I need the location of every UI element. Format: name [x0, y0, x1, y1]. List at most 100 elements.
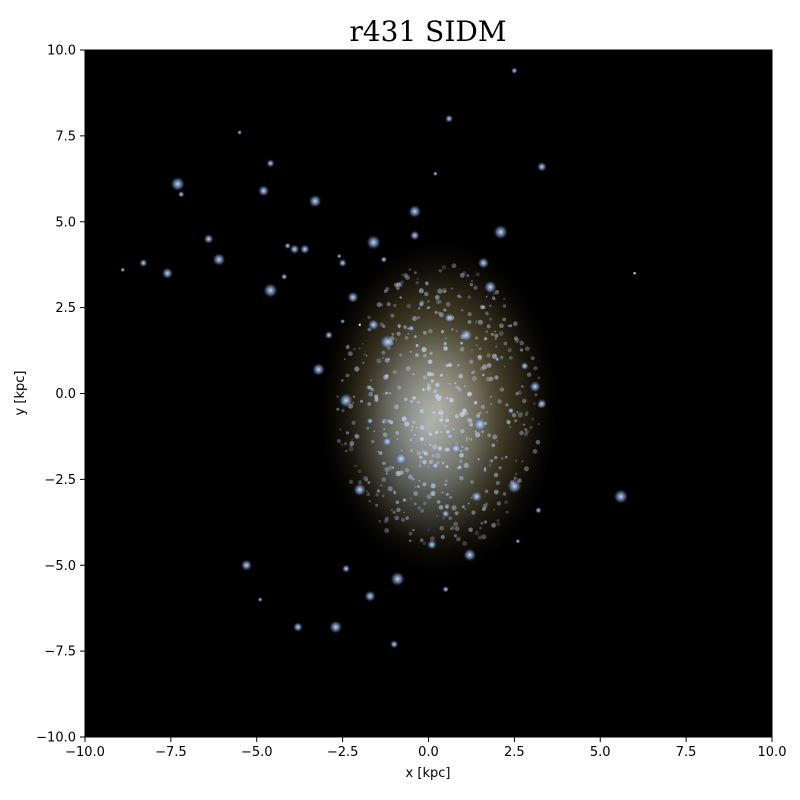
disk-speckle [465, 439, 468, 442]
disk-speckle [458, 373, 464, 379]
disk-speckle [424, 291, 429, 297]
disk-speckle [349, 441, 355, 446]
disk-speckle [444, 504, 450, 509]
x-tick-label: 10.0 [758, 745, 787, 760]
disk-speckle [507, 324, 510, 327]
disk-speckle [439, 418, 444, 422]
disk-speckle [404, 336, 409, 340]
disk-speckle [506, 419, 511, 424]
disk-speckle [388, 392, 392, 395]
disk-speckle [494, 456, 498, 460]
disk-speckle [396, 282, 401, 287]
disk-speckle [435, 431, 438, 434]
disk-speckle [538, 423, 540, 425]
disk-speckle [417, 485, 420, 488]
disk-speckle [422, 375, 427, 380]
disk-speckle [451, 263, 457, 269]
disk-speckle [427, 383, 431, 387]
disk-speckle [448, 363, 452, 367]
gas-clump [408, 324, 415, 332]
disk-speckle [368, 386, 372, 389]
chart-title: r431 SIDM [349, 15, 506, 48]
disk-speckle [483, 468, 487, 472]
disk-speckle [420, 509, 425, 513]
disk-speckle [429, 432, 432, 436]
disk-speckle [515, 459, 518, 462]
disk-speckle [427, 306, 431, 309]
disk-speckle [440, 535, 445, 539]
x-tick-label: −5.0 [241, 745, 273, 760]
gas-core [351, 311, 507, 543]
y-tick-label: −10.0 [36, 731, 76, 746]
gas-clump [366, 417, 374, 425]
y-tick-label: 7.5 [55, 129, 76, 144]
disk-speckle [416, 451, 422, 456]
disk-speckle [493, 292, 496, 296]
gas-clump [299, 244, 310, 255]
disk-speckle [367, 402, 372, 406]
disk-speckle [438, 311, 441, 315]
disk-speckle [502, 492, 507, 496]
disk-speckle [477, 355, 483, 361]
disk-speckle [449, 495, 453, 499]
disk-speckle [401, 273, 404, 276]
gas-clump [324, 331, 333, 340]
disk-speckle [480, 404, 485, 409]
disk-speckle [477, 319, 483, 325]
disk-speckle [521, 349, 524, 352]
gas-clump [353, 483, 367, 497]
disk-speckle [444, 448, 449, 452]
disk-speckle [483, 520, 488, 524]
disk-speckle [509, 356, 513, 360]
disk-speckle [474, 530, 480, 536]
disk-speckle [385, 472, 388, 475]
disk-speckle [354, 366, 360, 372]
gas-clump [520, 361, 529, 371]
gas-clump [212, 253, 226, 267]
disk-speckle [535, 439, 541, 445]
disk-speckle [488, 376, 494, 382]
disk-speckle [459, 476, 464, 481]
disk-speckle [399, 353, 403, 357]
disk-speckle [446, 465, 449, 467]
disk-speckle [499, 387, 505, 392]
gas-clump [442, 585, 449, 593]
disk-speckle [493, 472, 499, 478]
disk-speckle [484, 520, 487, 524]
disk-speckle [368, 500, 371, 503]
disk-speckle [404, 397, 408, 401]
disk-speckle [475, 344, 478, 347]
disk-speckle [462, 505, 465, 509]
disk-speckle [441, 264, 447, 270]
disk-speckle [394, 282, 399, 288]
disk-speckle [367, 385, 372, 390]
disk-speckle [345, 373, 350, 378]
disk-speckle [448, 383, 451, 385]
disk-speckle [485, 330, 489, 334]
disk-speckle [381, 350, 386, 355]
disk-speckle [419, 408, 424, 414]
disk-speckle [341, 409, 345, 412]
disk-speckle [410, 497, 412, 500]
disk-speckle [441, 330, 444, 334]
disk-speckle [445, 465, 449, 468]
disk-speckle [529, 425, 533, 429]
disk-speckle [409, 350, 412, 353]
disk-speckle [401, 518, 405, 522]
disk-speckle [450, 526, 455, 531]
disk-speckle [467, 502, 470, 505]
disk-speckle [428, 328, 433, 334]
disk-speckle [471, 510, 476, 515]
x-tick-label: −7.5 [155, 745, 187, 760]
disk-speckle [374, 394, 379, 399]
gas-clump [367, 319, 380, 331]
disk-speckle [496, 440, 499, 442]
gas-clump [340, 318, 346, 324]
disk-speckle [519, 340, 525, 346]
disk-speckle [434, 393, 440, 399]
disk-speckle [340, 379, 344, 382]
disk-speckle [460, 429, 465, 434]
disk-speckle [363, 353, 366, 356]
gas-clump [338, 258, 347, 268]
disk-speckle [434, 311, 437, 314]
